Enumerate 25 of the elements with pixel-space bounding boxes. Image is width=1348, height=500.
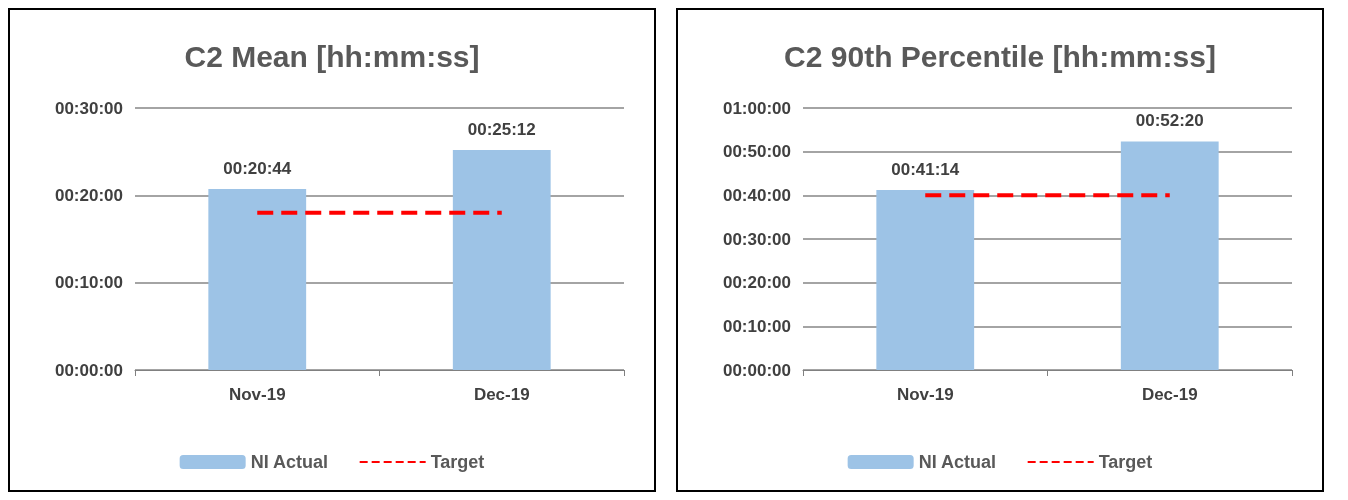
y-tick-label: 00:30:00 <box>722 229 791 249</box>
data-label: 00:25:12 <box>467 119 536 139</box>
legend-label: NI Actual <box>250 452 328 472</box>
x-tick-label: Dec-19 <box>473 385 530 404</box>
y-tick-label: 00:20:00 <box>722 273 791 293</box>
chart-title: C2 Mean [hh:mm:ss] <box>184 39 480 73</box>
y-tick-label: 00:10:00 <box>722 316 791 336</box>
legend-label: Target <box>1098 452 1153 472</box>
legend-label: Target <box>430 452 485 472</box>
x-tick-label: Nov-19 <box>896 385 954 404</box>
chart-title: C2 90th Percentile [hh:mm:ss] <box>784 39 1216 73</box>
x-tick-label: Nov-19 <box>228 385 286 404</box>
y-tick-label: 00:50:00 <box>722 142 791 162</box>
data-label: 00:52:20 <box>1135 111 1204 131</box>
data-label: 00:41:14 <box>891 159 960 179</box>
y-tick-label: 01:00:00 <box>722 98 791 118</box>
y-tick-label: 00:00:00 <box>722 360 791 380</box>
legend-label: NI Actual <box>918 452 996 472</box>
y-tick-label: 00:30:00 <box>54 98 123 118</box>
y-tick-label: 00:00:00 <box>54 360 123 380</box>
x-tick-label: Dec-19 <box>1141 385 1198 404</box>
y-tick-label: 00:20:00 <box>54 185 123 205</box>
y-tick-label: 00:40:00 <box>722 185 791 205</box>
data-label: 00:20:44 <box>223 158 292 178</box>
y-tick-label: 00:10:00 <box>54 273 123 293</box>
